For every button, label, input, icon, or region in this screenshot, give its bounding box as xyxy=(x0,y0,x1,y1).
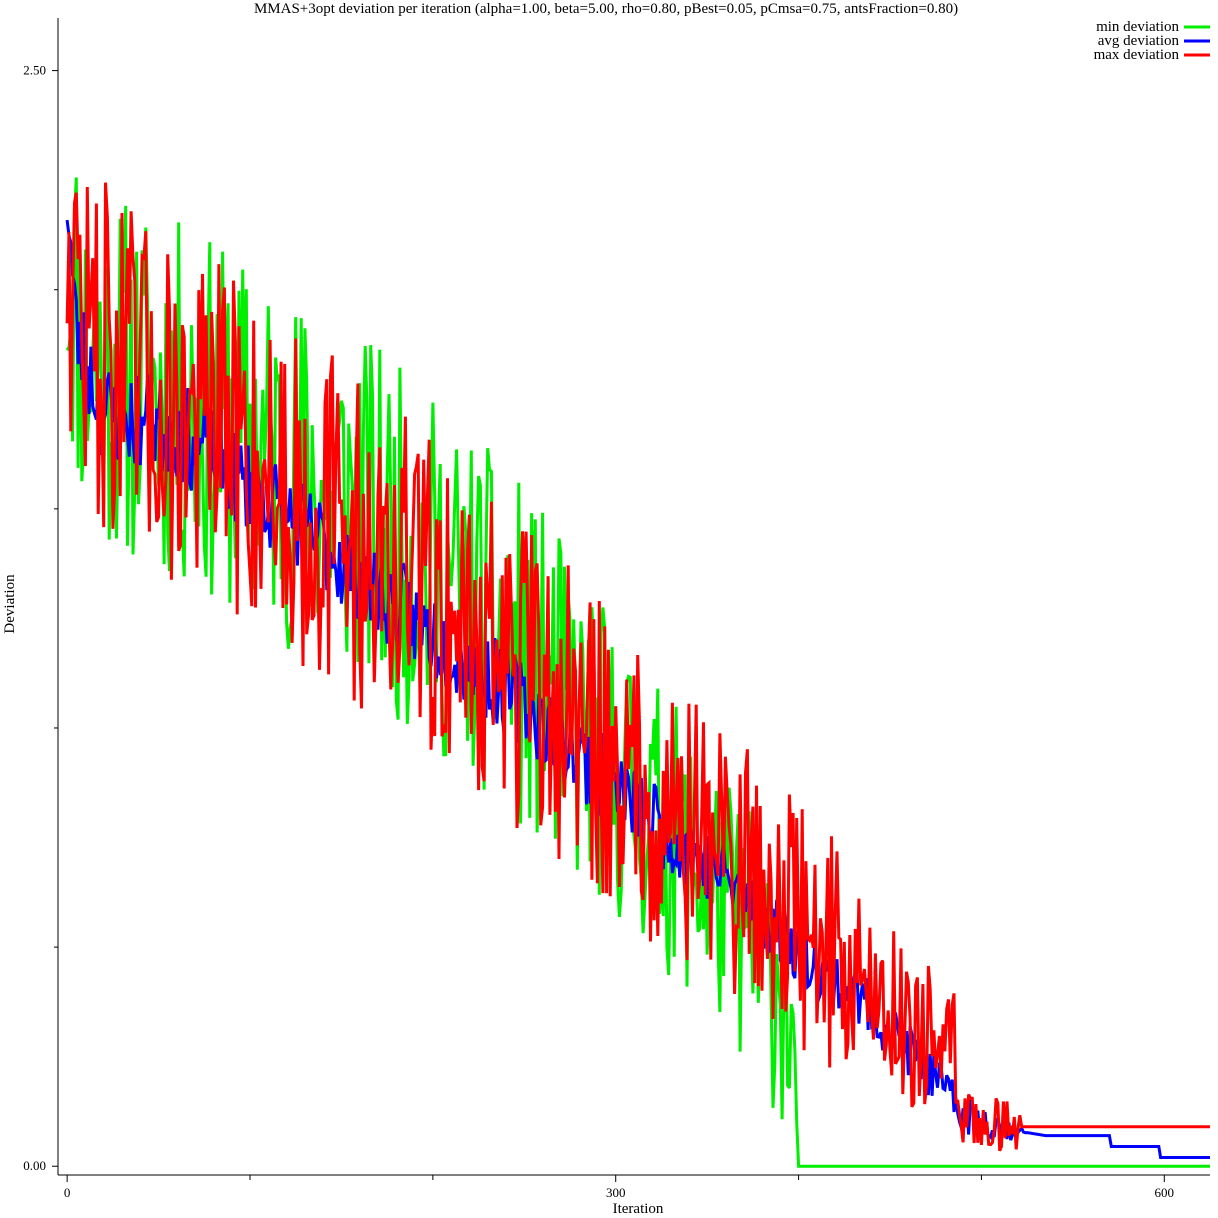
ticks-layer: 0 300 600 0.00 2.50 xyxy=(23,63,1174,1200)
legend-label-avg: avg deviation xyxy=(1098,33,1180,49)
series-layer xyxy=(65,177,1210,1168)
y-tick-label: 2.50 xyxy=(23,63,46,78)
legend-entry-min: min deviation xyxy=(1096,19,1210,35)
x-tick-label: 300 xyxy=(606,1185,626,1200)
x-tick-label: 0 xyxy=(64,1185,71,1200)
legend-label-min: min deviation xyxy=(1096,19,1179,35)
legend-entry-avg: avg deviation xyxy=(1098,33,1210,49)
legend-label-max: max deviation xyxy=(1094,47,1180,63)
y-tick-label: 0.00 xyxy=(23,1158,46,1173)
chart-title: MMAS+3opt deviation per iteration (alpha… xyxy=(254,1,958,17)
legend: min deviation avg deviation max deviatio… xyxy=(1094,19,1210,63)
x-tick-label: 600 xyxy=(1155,1185,1175,1200)
series-line-max xyxy=(65,182,1210,1152)
y-axis-label: Deviation xyxy=(2,574,18,634)
legend-entry-max: max deviation xyxy=(1094,47,1210,63)
x-axis-label: Iteration xyxy=(613,1201,664,1217)
